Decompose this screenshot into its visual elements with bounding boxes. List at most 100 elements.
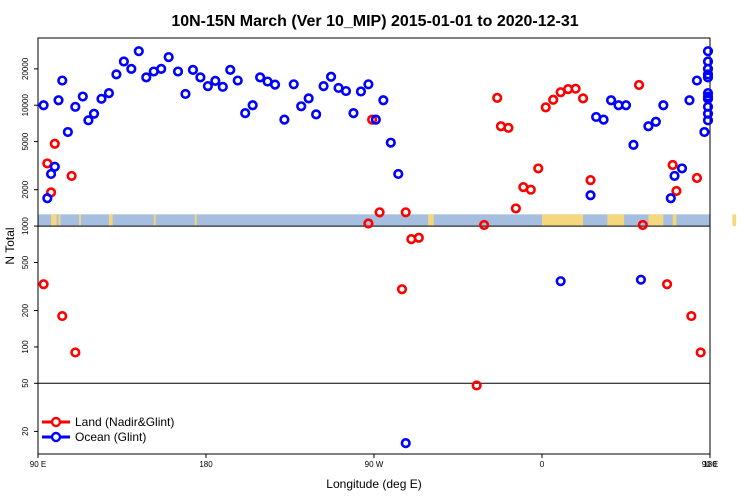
ocean-point bbox=[643, 121, 654, 132]
land-point bbox=[585, 175, 596, 186]
ocean-point bbox=[38, 100, 49, 111]
y-axis: 20 50 100 200 500 1000 2000 5000 10000 20000 bbox=[21, 57, 38, 436]
map-strip-land bbox=[58, 214, 61, 227]
ocean-point bbox=[702, 72, 714, 83]
ocean-point bbox=[676, 163, 688, 174]
map-strip-land bbox=[732, 214, 737, 227]
ocean-point bbox=[311, 109, 322, 120]
ocean-point bbox=[669, 170, 680, 182]
ocean-point bbox=[77, 91, 88, 102]
land-point bbox=[548, 94, 559, 105]
ocean-point bbox=[296, 101, 307, 112]
y-tick-label: 50 bbox=[21, 378, 30, 387]
ocean-point bbox=[363, 79, 374, 90]
land-point bbox=[533, 163, 544, 174]
ocean-point bbox=[126, 63, 137, 74]
ocean-point bbox=[385, 137, 396, 148]
ocean-point bbox=[702, 93, 714, 104]
x-tick-label: 90 E bbox=[30, 460, 46, 469]
ocean-point bbox=[156, 63, 167, 74]
ocean-point bbox=[635, 274, 647, 285]
y-tick-label: 1000 bbox=[21, 217, 30, 235]
ocean-point bbox=[163, 52, 174, 63]
y-tick-label: 20000 bbox=[21, 57, 30, 80]
ocean-point bbox=[57, 75, 68, 86]
ocean-point bbox=[702, 46, 714, 57]
land-point bbox=[38, 279, 49, 290]
ocean-point bbox=[378, 95, 389, 106]
ocean-point bbox=[53, 95, 64, 106]
land-point bbox=[396, 284, 408, 295]
land-point bbox=[503, 122, 514, 133]
land-point bbox=[66, 170, 77, 182]
land-point bbox=[667, 159, 678, 171]
ocean-point bbox=[255, 72, 266, 83]
x-tick-label: 180 bbox=[703, 460, 717, 469]
land-point bbox=[671, 185, 682, 197]
y-tick-label: 10000 bbox=[21, 94, 30, 117]
chart-title: 10N-15N March (Ver 10_MIP) 2015-01-01 to… bbox=[171, 13, 578, 30]
ocean-point bbox=[88, 108, 100, 119]
map-strip-land bbox=[428, 214, 434, 227]
ocean-point bbox=[702, 87, 714, 99]
map-strip-land bbox=[672, 214, 677, 227]
legend-marker-ocean bbox=[50, 431, 62, 443]
ocean-point bbox=[393, 168, 404, 180]
y-tick-label: 20 bbox=[21, 426, 30, 435]
map-strip-land bbox=[108, 214, 113, 227]
map-strip-land bbox=[542, 214, 584, 227]
ocean-point bbox=[699, 126, 710, 138]
map-strip bbox=[38, 214, 737, 227]
ocean-point bbox=[325, 71, 337, 82]
x-tick-label: 90 E bbox=[702, 460, 718, 469]
ocean-point bbox=[187, 64, 199, 76]
land-point bbox=[691, 172, 703, 184]
ocean-point bbox=[247, 100, 258, 111]
x-tick-label: 90 W bbox=[365, 460, 384, 469]
land-point bbox=[363, 218, 374, 229]
ocean-point bbox=[665, 193, 676, 204]
ocean-point bbox=[658, 100, 669, 111]
map-strip-ocean bbox=[38, 214, 710, 227]
ocean-point bbox=[133, 46, 144, 57]
map-strip-land bbox=[194, 214, 197, 227]
land-point bbox=[525, 184, 536, 195]
ocean-point bbox=[279, 114, 290, 125]
ocean-point bbox=[232, 75, 243, 86]
y-tick-label: 5000 bbox=[21, 132, 30, 150]
y-tick-label: 2000 bbox=[21, 180, 30, 198]
land-point bbox=[695, 347, 706, 358]
map-strip-land bbox=[51, 214, 57, 227]
ocean-point bbox=[691, 75, 703, 86]
ocean-point bbox=[605, 95, 617, 106]
land-point bbox=[686, 310, 697, 322]
ocean-point bbox=[318, 80, 329, 92]
ocean-point bbox=[650, 116, 661, 127]
ocean-point bbox=[225, 64, 236, 76]
x-tick-label: 180 bbox=[199, 460, 213, 469]
ocean-point bbox=[118, 56, 129, 67]
reference-lines bbox=[38, 225, 710, 384]
land-point bbox=[633, 79, 645, 91]
land-point bbox=[637, 219, 648, 231]
land-point bbox=[49, 138, 60, 149]
map-strip-land bbox=[153, 214, 156, 227]
legend-marker-land bbox=[50, 416, 62, 428]
land-point bbox=[479, 219, 490, 231]
ocean-point bbox=[303, 93, 314, 104]
ocean-point bbox=[585, 190, 596, 201]
ocean-point bbox=[195, 72, 206, 83]
land-point bbox=[57, 310, 68, 322]
land-point bbox=[540, 102, 551, 113]
land-point bbox=[661, 279, 673, 290]
ocean-point bbox=[348, 108, 359, 119]
ocean-point bbox=[96, 93, 107, 104]
series-land bbox=[38, 79, 706, 391]
x-tick-label: 0 bbox=[540, 460, 545, 469]
ocean-point bbox=[620, 100, 632, 111]
ocean-point bbox=[400, 438, 411, 449]
ocean-point bbox=[370, 114, 381, 125]
ocean-point bbox=[555, 276, 566, 287]
